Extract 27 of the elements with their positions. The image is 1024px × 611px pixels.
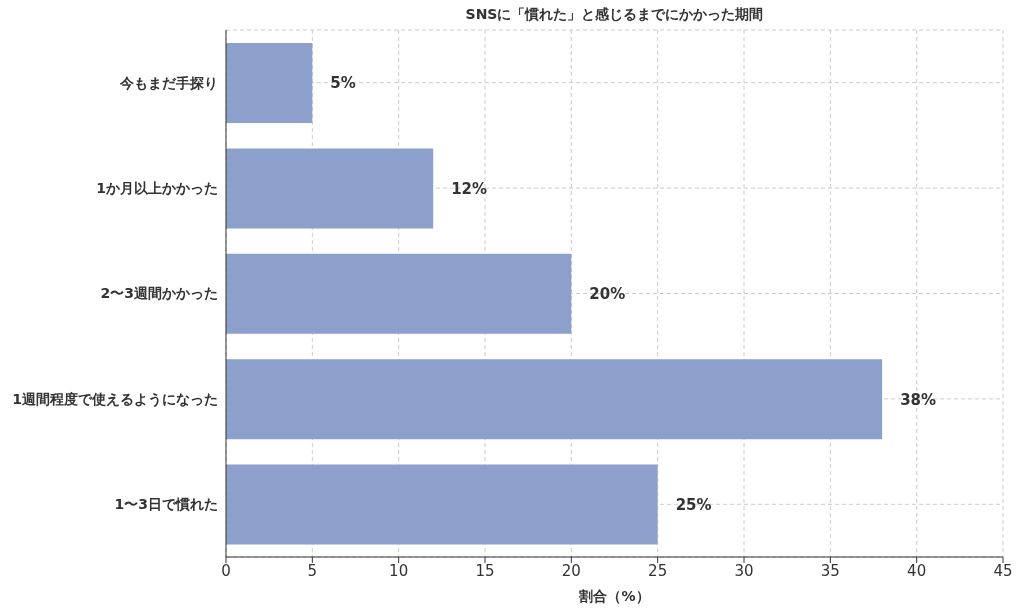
- y-tick-label: 1か月以上かかった: [96, 180, 218, 197]
- bar: [226, 359, 883, 440]
- x-tick-label: 5: [307, 561, 318, 580]
- x-tick-label: 15: [475, 561, 495, 580]
- data-label: 38%: [900, 390, 937, 409]
- data-label: 20%: [589, 285, 626, 304]
- x-axis-title: 割合（%）: [578, 588, 650, 604]
- y-tick-label: 1週間程度で使えるようになった: [12, 390, 218, 408]
- chart-title: SNSに「慣れた」と感じるまでにかかった期間: [464, 6, 765, 24]
- x-tick-label: 0: [221, 561, 231, 580]
- y-tick-label: 1〜3日で慣れた: [114, 496, 218, 513]
- x-tick-label: 35: [820, 561, 840, 580]
- data-label: 25%: [675, 495, 712, 514]
- data-label: 5%: [330, 74, 356, 93]
- y-tick-label: 2〜3週間かかった: [100, 285, 218, 302]
- x-tick-label: 10: [389, 561, 409, 580]
- bar: [226, 43, 313, 123]
- x-tick-label: 40: [907, 561, 927, 580]
- y-tick-label: 今もまだ手探り: [119, 74, 218, 91]
- bar: [226, 148, 434, 229]
- x-tick-label: 45: [993, 561, 1013, 580]
- x-tick-label: 20: [561, 561, 581, 580]
- bar: [226, 464, 658, 545]
- x-tick-label: 25: [648, 561, 668, 580]
- data-label: 12%: [451, 179, 488, 198]
- x-tick-label: 30: [734, 561, 754, 580]
- bar: [226, 253, 572, 334]
